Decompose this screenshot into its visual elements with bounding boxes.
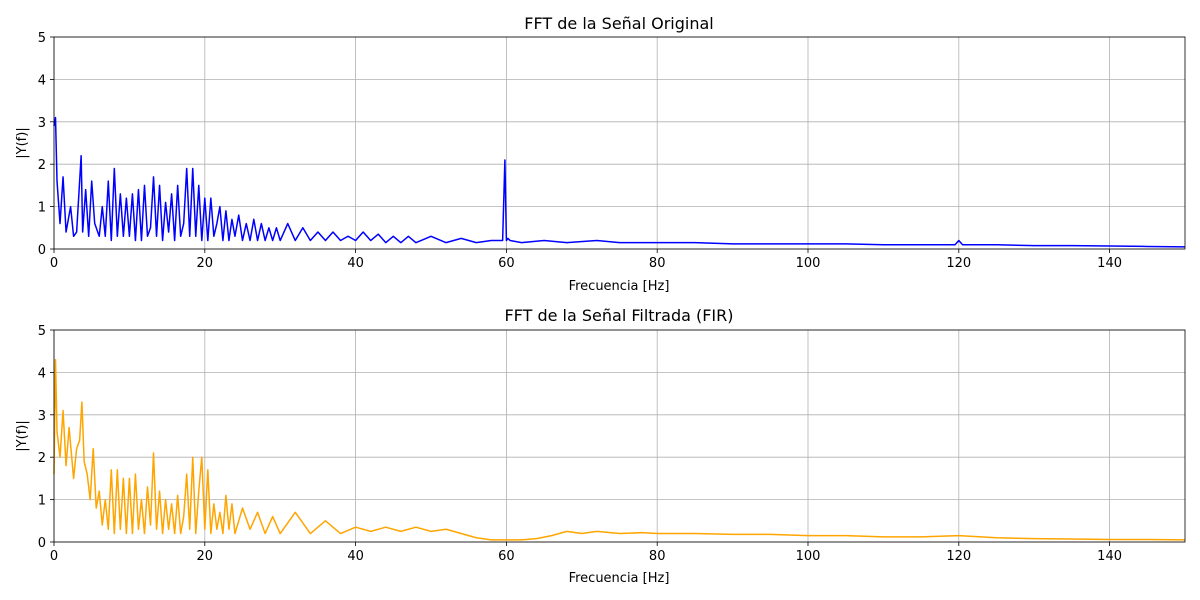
y-tick-label: 0 — [38, 536, 46, 551]
x-tick-label: 20 — [197, 256, 214, 271]
x-axis-label: Frecuencia [Hz] — [569, 279, 670, 294]
series-line — [53, 358, 1186, 541]
ticks: 0 20 40 60 80 100 120 140 0 1 2 3 4 5 — [38, 31, 1122, 271]
series-group — [53, 358, 1186, 541]
y-axis-label: |Y(f)| — [15, 127, 30, 158]
y-tick-label: 3 — [38, 116, 46, 131]
series-line — [53, 116, 1186, 248]
x-tick-label: 0 — [50, 256, 58, 271]
x-tick-label: 80 — [649, 549, 666, 564]
x-tick-label: 100 — [796, 256, 821, 271]
plot-frame — [53, 329, 1186, 543]
y-tick-label: 5 — [38, 324, 46, 339]
x-tick-label: 120 — [946, 549, 971, 564]
x-tick-label: 20 — [197, 549, 214, 564]
y-tick-label: 1 — [38, 494, 46, 509]
series-group — [53, 116, 1186, 248]
y-tick-label: 1 — [38, 201, 46, 216]
chart-title: FFT de la Señal Original — [524, 14, 714, 33]
y-tick-label: 5 — [38, 31, 46, 46]
x-tick-label: 0 — [50, 549, 58, 564]
x-tick-label: 60 — [498, 549, 515, 564]
plot-frame — [53, 36, 1186, 250]
x-tick-label: 140 — [1097, 256, 1122, 271]
x-axis-label: Frecuencia [Hz] — [569, 571, 670, 586]
x-tick-label: 100 — [796, 549, 821, 564]
y-tick-label: 2 — [38, 451, 46, 466]
y-tick-label: 4 — [38, 366, 46, 381]
plot-fft-original: FFT de la Señal Original Frecuencia [Hz]… — [15, 14, 1186, 294]
x-tick-label: 80 — [649, 256, 666, 271]
y-tick-label: 3 — [38, 409, 46, 424]
x-tick-label: 60 — [498, 256, 515, 271]
x-tick-label: 140 — [1097, 549, 1122, 564]
ticks: 0 20 40 60 80 100 120 140 0 1 2 3 4 5 — [38, 324, 1122, 564]
y-axis-label: |Y(f)| — [15, 420, 30, 451]
plot-fft-filtered: FFT de la Señal Filtrada (FIR) Frecuenci… — [15, 306, 1186, 586]
x-tick-label: 40 — [347, 256, 364, 271]
chart-title: FFT de la Señal Filtrada (FIR) — [504, 306, 733, 325]
y-tick-label: 2 — [38, 158, 46, 173]
y-tick-label: 0 — [38, 243, 46, 258]
x-tick-label: 120 — [946, 256, 971, 271]
y-tick-label: 4 — [38, 73, 46, 88]
x-tick-label: 40 — [347, 549, 364, 564]
